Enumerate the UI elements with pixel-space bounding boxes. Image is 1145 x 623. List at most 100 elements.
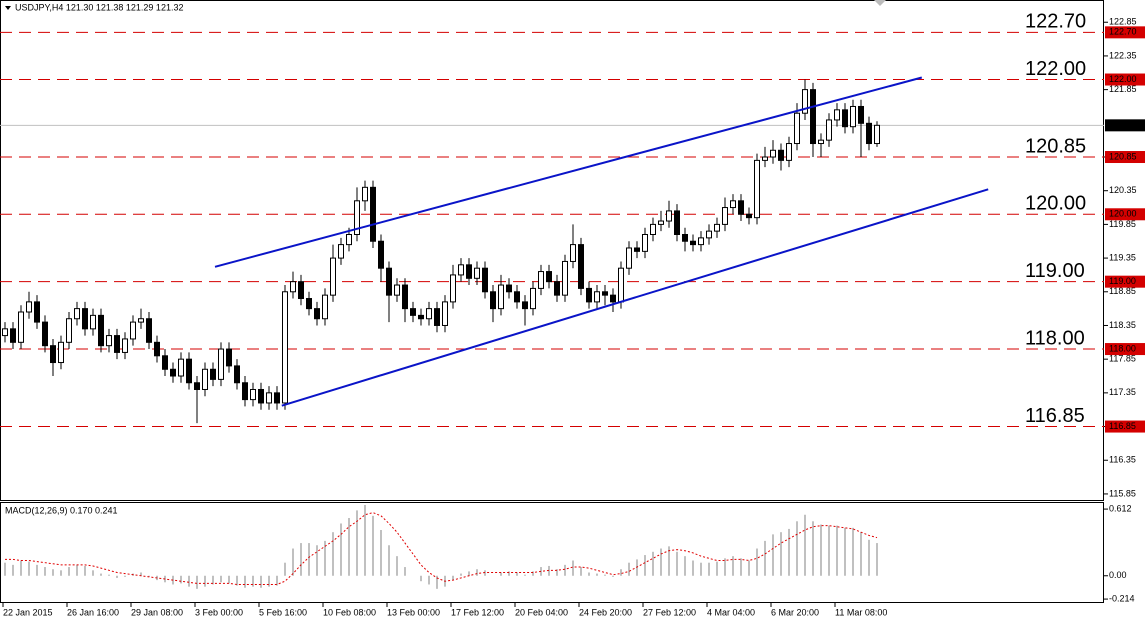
candle-body [18,311,24,343]
candle-body [722,207,728,225]
y-tick-label: 118.85 [1109,286,1136,296]
x-tick-label: 4 Mar 04:00 [707,607,755,617]
candle-body [290,281,296,293]
signal-line [5,512,878,585]
y-tick-label: 122.85 [1109,17,1137,27]
y-tick-label: 117.85 [1109,354,1136,364]
candle-body [186,358,192,384]
current-price-box [1105,119,1145,132]
candle-body [90,314,96,330]
level-label: 122.70 [1025,11,1086,33]
level-label: 120.00 [1025,193,1086,215]
candle-body [338,244,344,259]
candle-body [258,388,264,404]
candle-body [570,244,576,262]
level-box [1105,26,1145,39]
level-axis-label: 116.85 [1109,421,1136,431]
candle-body [522,301,528,310]
candle-body [226,348,232,367]
candle-body [690,240,696,246]
level-axis-label: 122.00 [1109,74,1137,84]
candle-body [594,291,600,303]
candle-body [578,244,584,289]
candle-body [490,291,496,310]
level-axis-label: 122.70 [1109,27,1137,37]
y-tick-label: 0.612 [1109,503,1132,513]
candle-body [586,287,592,303]
candle-body [370,186,376,242]
x-tick-label: 29 Jan 08:00 [131,607,183,617]
candle-body [498,284,504,310]
candle-body [474,267,480,279]
candle-body [106,335,112,347]
y-tick-label: 120.35 [1109,185,1137,195]
candle-body [546,271,552,283]
candle-body [274,392,280,404]
candle-body [394,284,400,296]
candle-body [162,355,168,370]
candle-body [282,291,288,404]
candle-body [698,237,704,246]
candle-body [74,308,80,320]
x-tick-label: 13 Feb 00:00 [387,607,440,617]
candle-body [210,368,216,380]
candle-body [810,89,816,145]
candle-body [298,281,304,300]
candle-body [714,223,720,232]
candle-body [770,149,776,158]
y-tick-label: 117.35 [1109,387,1136,397]
level-box [1105,420,1145,433]
candle-body [242,382,248,401]
candle-body [130,321,136,340]
candle-body [818,139,824,145]
candle-body [330,257,336,296]
candle-body [322,294,328,320]
candle-body [42,321,48,347]
candle-body [34,301,40,323]
y-tick-label: 118.35 [1109,320,1136,330]
y-tick-label: 122.35 [1109,50,1137,60]
candle-body [506,284,512,293]
candle-body [434,308,440,326]
x-tick-label: 11 Mar 08:00 [835,607,887,617]
candle-body [450,274,456,303]
candle-body [634,247,640,252]
level-box [1105,151,1145,164]
candle-body [850,105,856,128]
candle-body [26,301,32,313]
candle-body [234,365,240,384]
candle-body [146,318,152,343]
candle-body [754,159,760,219]
trendline [214,76,923,268]
level-axis-label: 118.00 [1109,343,1136,353]
y-tick-label: 119.35 [1109,252,1136,262]
candle-body [762,156,768,161]
candle-body [746,213,752,219]
y-tick-label: 115.85 [1109,488,1136,498]
candle-body [530,287,536,310]
x-tick-label: 3 Feb 00:00 [195,607,243,617]
candle-body [674,210,680,236]
candle-body [626,247,632,269]
x-tick-label: 27 Feb 12:00 [643,607,696,617]
candle-body [802,89,808,114]
candle-body [10,328,16,343]
candle-body [306,298,312,310]
candle-body [354,200,360,236]
level-box [1105,275,1145,288]
level-box [1105,208,1145,221]
x-tick-label: 22 Jan 2015 [3,607,53,617]
level-axis-label: 120.00 [1109,209,1137,219]
x-tick-label: 26 Jan 16:00 [67,607,119,617]
menu-arrow[interactable] [5,6,11,10]
current-price-label: 121.32 [1109,120,1137,130]
candle-body [738,200,744,215]
candle-body [602,291,608,296]
level-axis-label: 120.85 [1109,151,1137,161]
candle-body [642,234,648,252]
macd-pane [0,502,1104,603]
candle-body [786,143,792,161]
x-tick-label: 5 Feb 16:00 [259,607,307,617]
candle-body [58,341,64,364]
